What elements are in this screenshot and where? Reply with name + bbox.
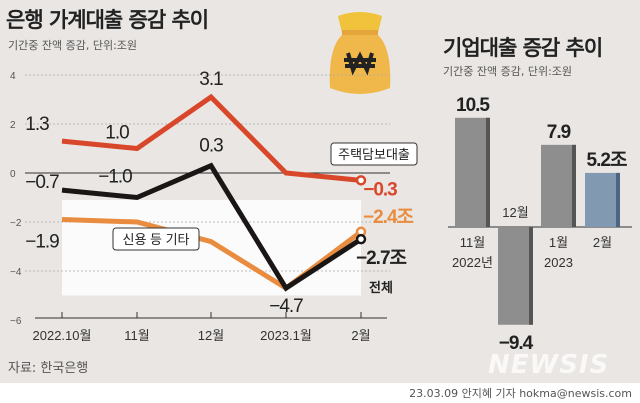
bar-category-label: 2022년 <box>452 255 493 270</box>
callout-box <box>112 227 200 251</box>
y-tick-label: −6 <box>10 316 22 327</box>
bar-value-label: 10.5 <box>456 95 490 116</box>
data-label: −1.9 <box>25 232 59 253</box>
series-line-0 <box>61 93 362 183</box>
callout-label-total: 전체 <box>369 280 393 295</box>
y-tick-label: −4 <box>10 267 22 278</box>
callout-box <box>330 142 418 166</box>
x-tick-label: 12월 <box>198 328 224 343</box>
data-label: −4.7 <box>269 296 303 317</box>
data-label: 1.0 <box>105 123 129 144</box>
data-label: −1.0 <box>98 167 132 188</box>
data-label: 1.3 <box>25 114 49 135</box>
bar-category-label: 1월 <box>549 235 568 250</box>
left-chart-subtitle: 기간중 잔액 증감, 단위:조원 <box>8 39 138 52</box>
right-chart-subtitle: 기간중 잔액 증감, 단위:조원 <box>443 65 573 78</box>
source-note: 자료: 한국은행 <box>8 361 89 376</box>
data-label: −0.3 <box>363 179 397 200</box>
x-tick-label: 2023.1월 <box>260 328 312 343</box>
bar-category-label: 2023 <box>544 255 573 270</box>
x-tick-label: 2022.10월 <box>33 328 92 343</box>
bar-edge <box>572 144 576 227</box>
y-tick-label: 2 <box>10 120 16 131</box>
left-chart-title: 은행 가계대출 증감 추이 <box>6 8 209 32</box>
bar-edge <box>616 172 620 227</box>
bar <box>541 144 576 227</box>
legend-callout-housing: 주택담보대출 <box>330 142 418 166</box>
bar-value-label: −9.4 <box>499 333 534 354</box>
bar-value-label: 7.9 <box>547 122 571 143</box>
y-tick-label: −2 <box>10 218 22 229</box>
background <box>0 0 640 383</box>
corporate-loan-bar-chart: 10.5 11월 2022년 −9.4 12월 7.9 1월 2023 5.2조 2월 <box>448 95 632 354</box>
series-line-2 <box>61 162 363 292</box>
x-tick-label: 2월 <box>351 328 370 343</box>
legend-callout-other: 신용 등 기타 <box>112 227 200 251</box>
bar-edge <box>529 227 533 325</box>
right-chart-title: 기업대출 증감 추이 <box>443 36 603 60</box>
household-loan-line-chart: 4 2 0 −2 −4 −6 2022.10월 11월 12월 2023.1월 2월 1.3 1.0 3.… <box>10 69 418 343</box>
data-label: 3.1 <box>199 69 223 90</box>
data-label: −2.7조 <box>356 248 407 269</box>
data-label: 0.3 <box>199 136 223 157</box>
watermark: NEWSIS <box>488 350 610 380</box>
money-bag-won-icon <box>329 12 391 94</box>
bar-edge <box>486 117 490 227</box>
series-end-point <box>355 175 367 186</box>
x-tick-label: 11월 <box>124 328 149 343</box>
bar-value-label: 5.2조 <box>587 150 627 171</box>
y-tick-label: 0 <box>10 169 16 180</box>
y-tick-label: 4 <box>10 71 16 82</box>
data-label: −2.4조 <box>363 207 414 228</box>
callout-label: 주택담보대출 <box>338 147 410 162</box>
bar-category-label: 2월 <box>593 235 612 250</box>
bar <box>455 117 490 227</box>
plot-highlight-panel <box>62 199 361 296</box>
callout-label: 신용 등 기타 <box>122 232 189 247</box>
bar <box>498 227 533 325</box>
bar-category-label: 11월 <box>460 235 485 250</box>
data-label: −0.7 <box>25 172 59 193</box>
credit-line: 23.03.09 안지혜 기자 hokma@newsis.com <box>409 387 632 400</box>
bar <box>585 172 620 227</box>
series-end-point <box>355 233 367 245</box>
bar-category-label: 12월 <box>502 205 528 220</box>
